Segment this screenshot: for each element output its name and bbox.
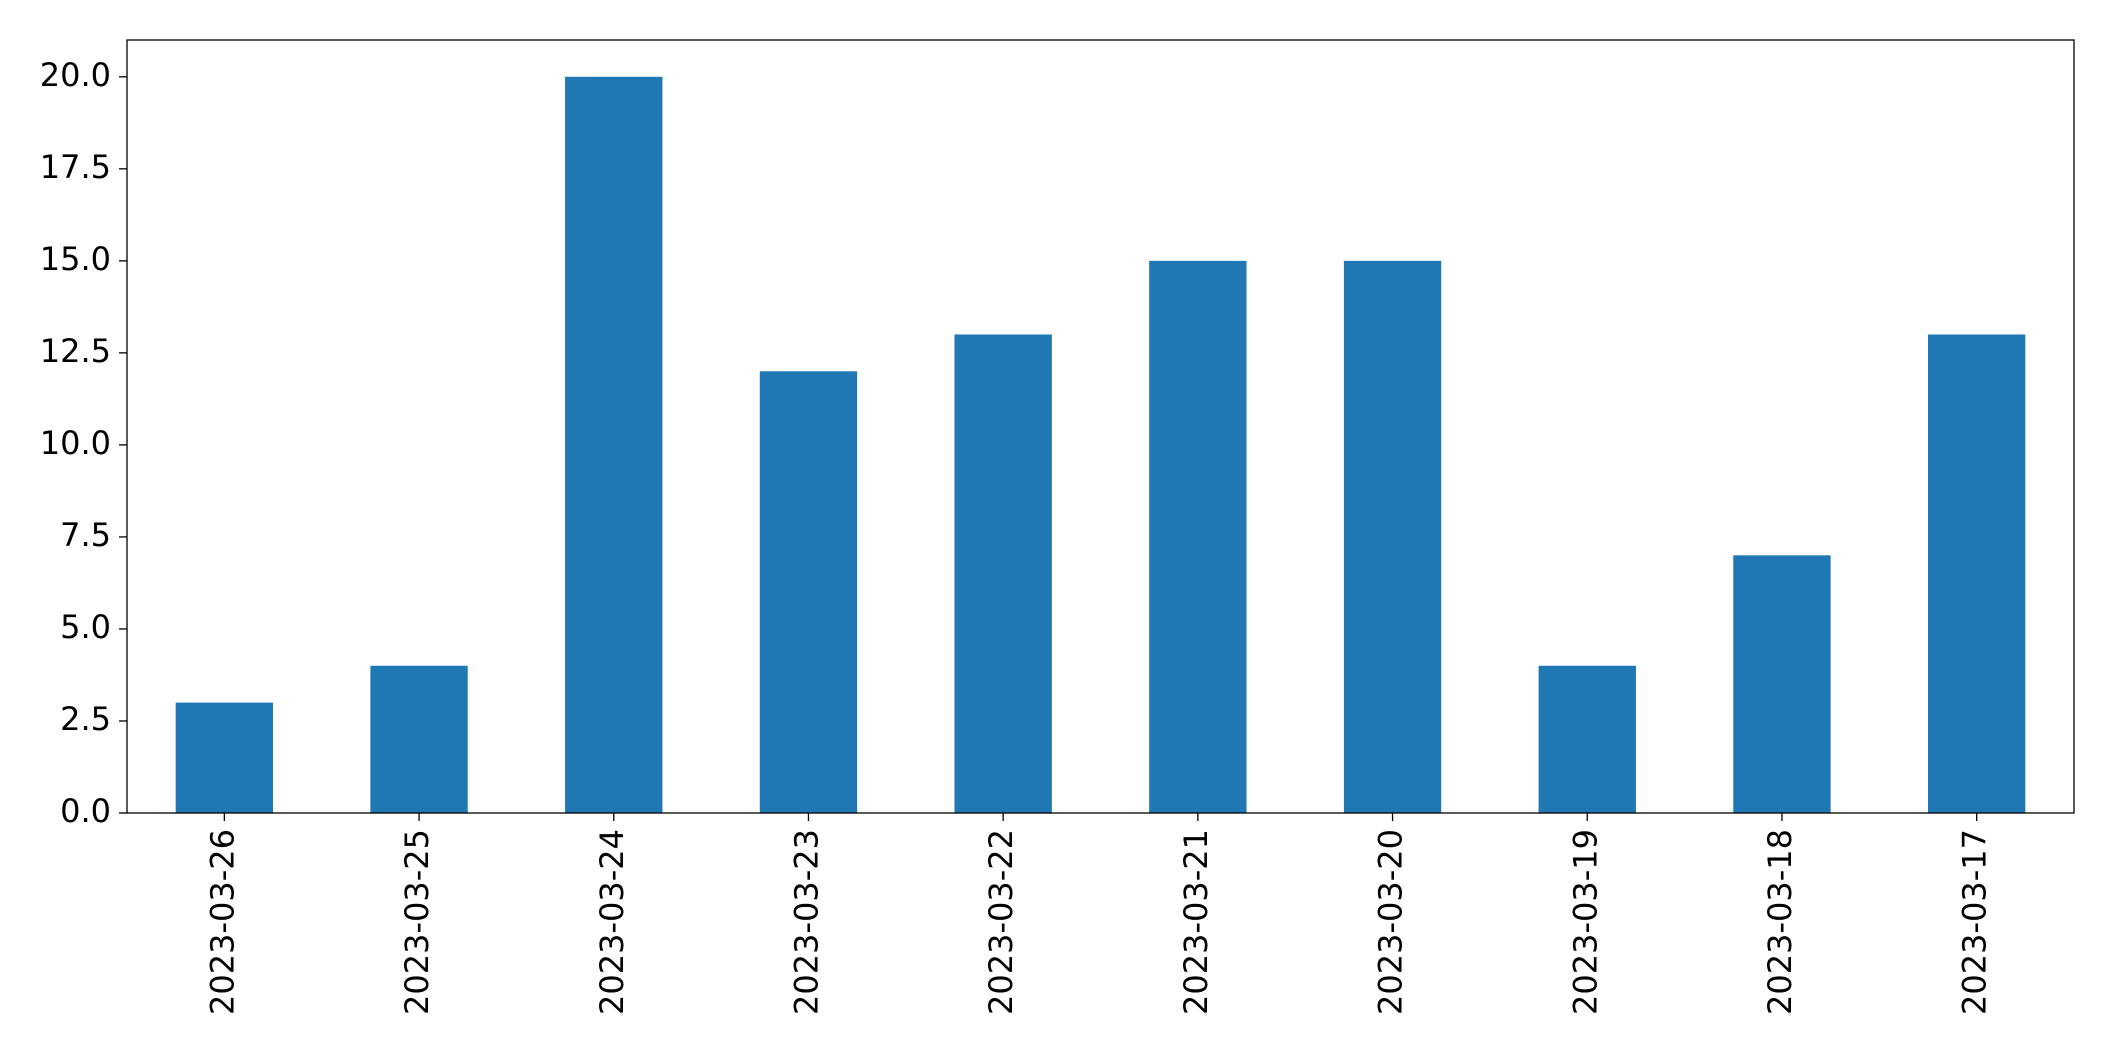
x-tick-label: 2023-03-24 <box>593 829 631 1015</box>
x-tick-label: 2023-03-26 <box>203 829 241 1015</box>
x-tick-label: 2023-03-18 <box>1761 829 1799 1015</box>
y-tick-label: 7.5 <box>60 516 111 554</box>
x-tick-label: 2023-03-23 <box>787 829 825 1015</box>
x-tick-label: 2023-03-22 <box>982 829 1020 1015</box>
y-tick-label: 12.5 <box>40 332 111 370</box>
bar <box>370 665 468 813</box>
bar <box>954 334 1052 813</box>
y-tick-label: 5.0 <box>60 608 111 646</box>
bar <box>759 371 858 813</box>
bar <box>1927 334 2026 813</box>
x-tick-label: 2023-03-21 <box>1177 829 1215 1015</box>
x-tick-label: 2023-03-17 <box>1956 829 1994 1015</box>
bar <box>1343 260 1442 813</box>
y-tick-label: 15.0 <box>40 240 111 278</box>
x-tick-label: 2023-03-25 <box>398 829 436 1015</box>
bar <box>175 702 274 813</box>
plot-frame <box>126 39 2075 814</box>
y-tick-label: 10.0 <box>40 424 111 462</box>
y-tick-label: 17.5 <box>40 148 111 186</box>
bar <box>1149 260 1247 813</box>
y-tick-label: 0.0 <box>60 792 111 830</box>
x-tick-label: 2023-03-20 <box>1372 829 1410 1015</box>
bar <box>1733 555 1831 813</box>
y-tick-label: 2.5 <box>60 700 111 738</box>
y-tick-label: 20.0 <box>40 56 111 94</box>
bar <box>565 76 663 814</box>
bar <box>1538 665 1636 813</box>
x-tick-label: 2023-03-19 <box>1566 829 1604 1015</box>
